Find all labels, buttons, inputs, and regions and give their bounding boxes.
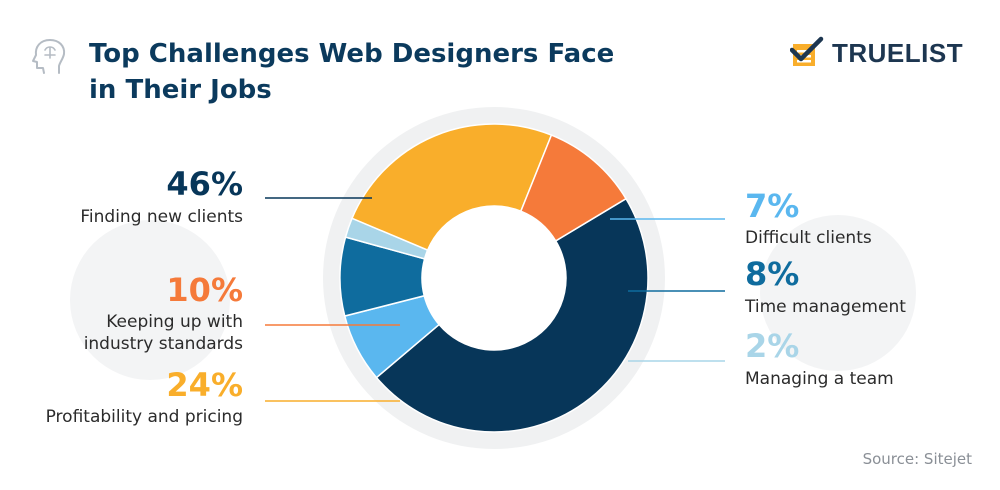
slice-label-0: Finding new clients bbox=[80, 207, 243, 227]
slice-value-5: 10% bbox=[166, 271, 243, 309]
brand-name: TRUELIST bbox=[832, 37, 964, 68]
slice-label-4: Profitability and pricing bbox=[45, 407, 243, 427]
donut-hole bbox=[422, 206, 566, 350]
page-title: Top Challenges Web Designers Face in The… bbox=[89, 39, 615, 105]
backdrop-circle-left bbox=[70, 220, 230, 380]
slice-label-3: Managing a team bbox=[745, 369, 894, 389]
slice-label-5: Keeping up with industry standards bbox=[83, 312, 243, 354]
head-outline-icon bbox=[32, 39, 66, 74]
slice-value-2: 8% bbox=[745, 255, 800, 293]
slice-value-4: 24% bbox=[166, 366, 243, 404]
backdrop-circle-right bbox=[760, 215, 916, 371]
slice-value-1: 7% bbox=[745, 187, 800, 225]
source-note: Source: Sitejet bbox=[862, 450, 972, 468]
slice-label-2: Time management bbox=[745, 297, 906, 317]
slice-value-3: 2% bbox=[745, 327, 800, 365]
slice-label-1: Difficult clients bbox=[745, 228, 872, 248]
slice-value-0: 46% bbox=[166, 165, 243, 203]
brand-logo: TRUELIST bbox=[790, 36, 963, 70]
checklist-icon bbox=[790, 36, 824, 66]
